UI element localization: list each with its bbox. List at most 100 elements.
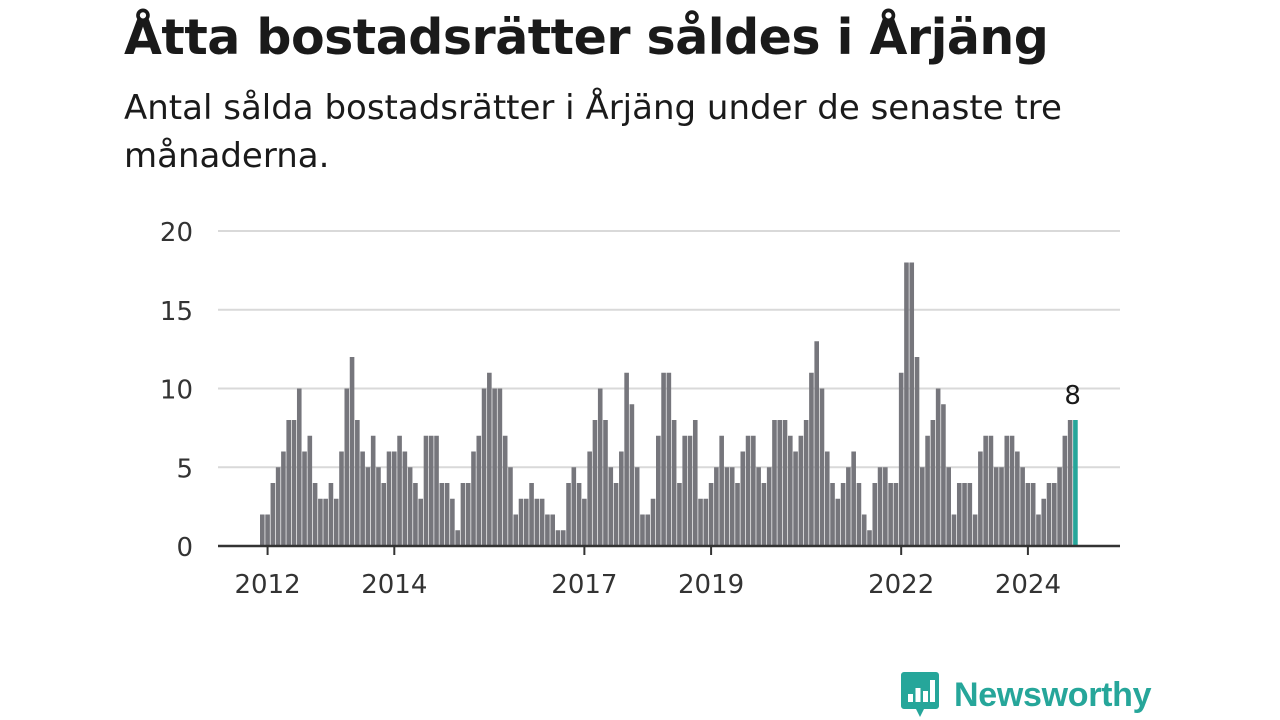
bar xyxy=(656,435,661,546)
bar xyxy=(1052,483,1057,546)
bar xyxy=(323,498,328,546)
bar xyxy=(619,451,624,546)
bar xyxy=(339,451,344,546)
bar xyxy=(951,514,957,546)
newsworthy-logo-icon xyxy=(901,672,939,717)
x-tick-label: 2012 xyxy=(234,570,300,600)
bar xyxy=(529,483,534,546)
bar xyxy=(640,514,645,546)
bar xyxy=(344,388,350,546)
y-tick-label: 20 xyxy=(160,218,193,248)
bar xyxy=(999,467,1004,546)
bar xyxy=(434,435,439,546)
bar xyxy=(777,420,783,546)
bar xyxy=(423,435,429,546)
bar xyxy=(935,388,941,546)
bar xyxy=(972,514,978,546)
bar xyxy=(898,372,904,546)
bar xyxy=(360,451,365,546)
bar xyxy=(402,451,408,546)
bar xyxy=(824,451,830,546)
bar xyxy=(539,498,545,546)
bar xyxy=(888,483,893,546)
bar xyxy=(333,498,339,546)
bar xyxy=(365,467,371,546)
bar xyxy=(428,435,434,546)
bar xyxy=(962,483,967,546)
bar xyxy=(582,498,587,546)
bar xyxy=(941,404,946,546)
highlighted-bar xyxy=(1073,420,1078,546)
bar xyxy=(914,357,920,546)
bar xyxy=(920,467,925,546)
bar xyxy=(1004,435,1010,546)
bar xyxy=(867,530,872,546)
bar xyxy=(819,388,825,546)
bar xyxy=(1046,483,1052,546)
bar xyxy=(328,483,334,546)
bar xyxy=(471,451,476,546)
bar xyxy=(476,435,482,546)
bar xyxy=(392,451,397,546)
bar xyxy=(418,498,423,546)
bar xyxy=(481,388,487,546)
bar xyxy=(413,483,418,546)
bar xyxy=(740,451,746,546)
bar xyxy=(550,514,555,546)
bar xyxy=(275,467,281,546)
bar xyxy=(851,451,856,546)
x-tick-label: 2017 xyxy=(551,570,617,600)
bar xyxy=(487,372,492,546)
bar xyxy=(761,483,767,546)
bar xyxy=(407,467,413,546)
bar xyxy=(645,514,651,546)
bar xyxy=(545,514,550,546)
bar xyxy=(508,467,513,546)
bar xyxy=(703,498,709,546)
bar xyxy=(281,451,286,546)
bar xyxy=(835,498,841,546)
bar xyxy=(735,483,740,546)
bar xyxy=(497,388,503,546)
bar xyxy=(724,467,730,546)
bar xyxy=(460,483,466,546)
bar xyxy=(967,483,973,546)
bar xyxy=(772,420,777,546)
bar xyxy=(946,467,951,546)
bar xyxy=(1020,467,1025,546)
x-tick-label: 2014 xyxy=(361,570,427,600)
bar xyxy=(307,435,313,546)
bar xyxy=(719,435,724,546)
bar xyxy=(840,483,846,546)
bar xyxy=(830,483,835,546)
bar xyxy=(608,467,614,546)
bar xyxy=(465,483,471,546)
bar xyxy=(666,372,672,546)
bar xyxy=(291,420,297,546)
bar xyxy=(634,467,640,546)
bar xyxy=(597,388,603,546)
bar xyxy=(534,498,540,546)
bar xyxy=(397,435,402,546)
bar xyxy=(1067,420,1073,546)
bar xyxy=(956,483,962,546)
bar xyxy=(788,435,793,546)
bar xyxy=(872,483,878,546)
bar xyxy=(576,483,582,546)
bar xyxy=(1041,498,1047,546)
bar xyxy=(861,514,867,546)
bar xyxy=(814,341,819,546)
bar xyxy=(265,514,270,546)
bar xyxy=(798,435,804,546)
bar xyxy=(296,388,302,546)
brand-logo: Newsworthy xyxy=(900,670,1152,720)
bar xyxy=(756,467,761,546)
bar xyxy=(492,388,497,546)
bar xyxy=(793,451,798,546)
bars xyxy=(260,262,1078,546)
bar xyxy=(677,483,682,546)
bar xyxy=(893,483,899,546)
bar xyxy=(1025,483,1031,546)
bar xyxy=(629,404,635,546)
bar xyxy=(692,420,698,546)
